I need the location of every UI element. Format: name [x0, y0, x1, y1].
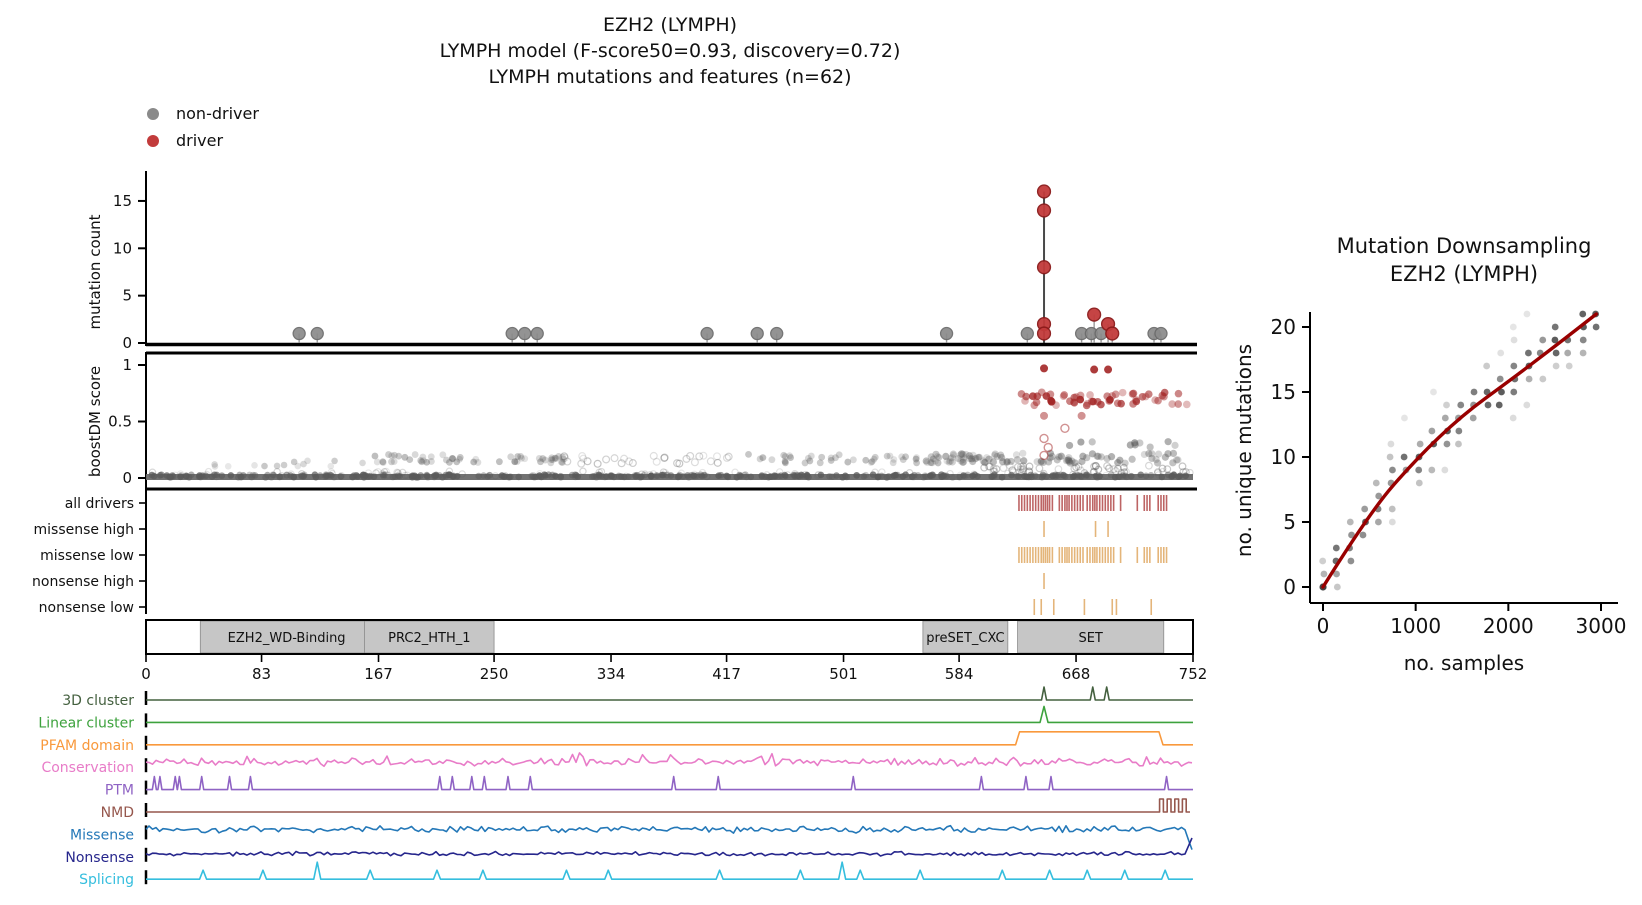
mutation-count-panel: 0 5 10 15 mutation count: [86, 171, 1197, 352]
svg-text:0: 0: [122, 469, 132, 487]
svg-text:Splicing: Splicing: [79, 872, 134, 888]
svg-text:668: 668: [1062, 665, 1091, 683]
svg-text:nonsense low: nonsense low: [39, 600, 134, 616]
svg-text:preSET_CXC: preSET_CXC: [926, 631, 1004, 646]
title-line-2: LYMPH model (F-score50=0.93, discovery=0…: [439, 40, 901, 62]
svg-text:nonsense high: nonsense high: [32, 574, 134, 590]
legend-label-non-driver: non-driver: [176, 104, 259, 123]
downsampling-panel: Mutation Downsampling EZH2 (LYMPH) 0 1000 20…: [1232, 234, 1626, 675]
svg-text:5: 5: [122, 287, 132, 305]
features-panel: 3D cluster Linear cluster PFAM domain Conse…: [38, 686, 1193, 888]
domain-axis-panel: EZH2_WD-Binding PRC2_HTH_1 preSET_CXC SET 0 8…: [141, 619, 1208, 683]
svg-text:Nonsense: Nonsense: [65, 850, 134, 866]
svg-text:all drivers: all drivers: [65, 496, 134, 512]
driver-dot-icon: [147, 134, 159, 147]
svg-text:5: 5: [1283, 510, 1296, 534]
svg-text:missense high: missense high: [34, 522, 134, 538]
legend: non-driver driver: [147, 100, 259, 154]
svg-text:Mutation Downsampling: Mutation Downsampling: [1337, 234, 1592, 258]
svg-text:0: 0: [1317, 614, 1330, 638]
svg-text:1: 1: [122, 356, 132, 374]
svg-text:15: 15: [113, 192, 132, 210]
svg-text:boostDM score: boostDM score: [86, 366, 104, 477]
svg-text:0: 0: [141, 665, 151, 683]
svg-text:334: 334: [597, 665, 626, 683]
svg-text:Missense: Missense: [70, 827, 134, 843]
figure-title: EZH2 (LYMPH) LYMPH model (F-score50=0.93…: [140, 12, 1200, 90]
svg-text:Conservation: Conservation: [41, 760, 134, 776]
svg-text:PTM: PTM: [105, 783, 134, 799]
legend-label-driver: driver: [176, 131, 224, 150]
driver-tracks-panel: all drivers missense high missense low nons…: [32, 489, 1168, 616]
title-line-1: EZH2 (LYMPH): [602, 14, 738, 36]
svg-text:1000: 1000: [1390, 614, 1441, 638]
svg-text:250: 250: [480, 665, 509, 683]
svg-text:83: 83: [252, 665, 271, 683]
svg-text:584: 584: [945, 665, 974, 683]
svg-text:EZH2 (LYMPH): EZH2 (LYMPH): [1390, 262, 1538, 286]
svg-text:Linear cluster: Linear cluster: [38, 715, 134, 731]
svg-text:3000: 3000: [1576, 614, 1627, 638]
svg-text:0.5: 0.5: [108, 413, 132, 431]
svg-text:501: 501: [829, 665, 858, 683]
svg-text:752: 752: [1179, 665, 1208, 683]
svg-text:20: 20: [1271, 315, 1296, 339]
svg-text:10: 10: [113, 239, 132, 257]
svg-text:no. samples: no. samples: [1404, 651, 1524, 675]
svg-text:EZH2_WD-Binding: EZH2_WD-Binding: [228, 631, 346, 646]
svg-text:167: 167: [364, 665, 393, 683]
svg-text:2000: 2000: [1483, 614, 1534, 638]
legend-item-driver: driver: [147, 127, 259, 154]
svg-text:10: 10: [1271, 445, 1296, 469]
svg-text:PFAM domain: PFAM domain: [40, 738, 134, 754]
non-driver-dot-icon: [147, 107, 159, 120]
title-line-3: LYMPH mutations and features (n=62): [488, 66, 852, 88]
svg-text:PRC2_HTH_1: PRC2_HTH_1: [388, 631, 470, 646]
svg-text:SET: SET: [1078, 631, 1102, 646]
svg-text:mutation count: mutation count: [86, 214, 104, 329]
svg-text:417: 417: [712, 665, 741, 683]
svg-text:3D cluster: 3D cluster: [62, 693, 134, 709]
svg-text:15: 15: [1271, 380, 1296, 404]
svg-text:missense low: missense low: [40, 548, 134, 564]
svg-text:0: 0: [122, 334, 132, 352]
svg-text:NMD: NMD: [101, 805, 134, 821]
boostdm-score-panel: 0 0.5 1 boostDM score: [86, 351, 1197, 491]
svg-text:0: 0: [1283, 575, 1296, 599]
legend-item-non-driver: non-driver: [147, 100, 259, 127]
svg-text:no. unique mutations: no. unique mutations: [1232, 344, 1256, 557]
